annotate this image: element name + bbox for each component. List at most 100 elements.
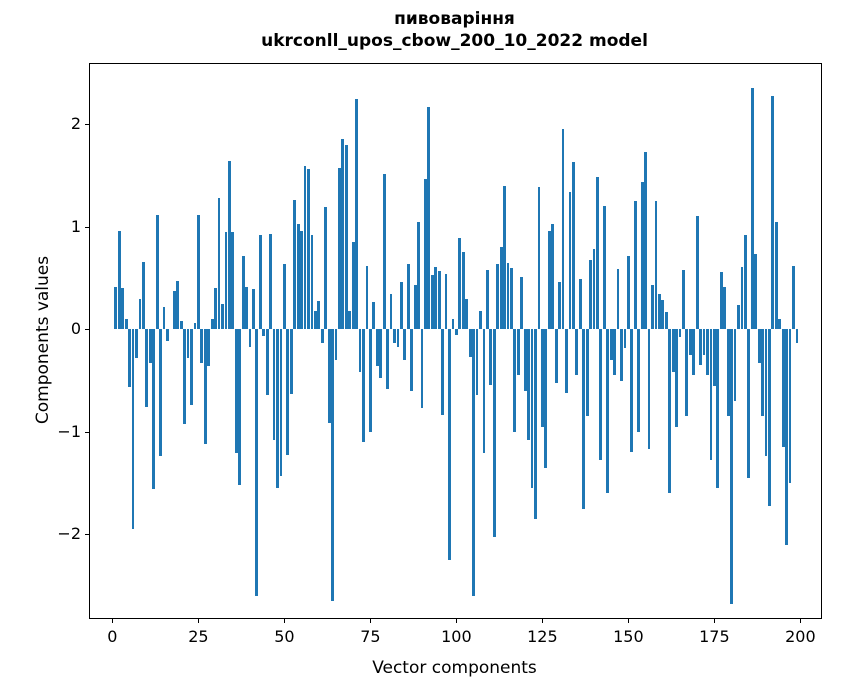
bar-component-147 [616, 268, 620, 330]
bar-component-15 [162, 306, 166, 330]
y-tick--1 [85, 431, 89, 433]
bar-component-194 [778, 319, 782, 330]
bar-component-101 [458, 238, 462, 330]
bars-container [90, 64, 821, 618]
x-tick-label-200: 200 [785, 627, 816, 646]
bar-component-103 [465, 298, 469, 330]
bar-component-132 [565, 329, 568, 393]
chart-title-word: пивоваріння [394, 9, 515, 29]
bar-component-122 [530, 329, 534, 489]
bar-component-139 [589, 259, 592, 330]
bar-component-143 [602, 206, 606, 330]
bar-component-26 [200, 329, 204, 364]
chart-title: пивоваріння ukrconll_upos_cbow_200_10_20… [89, 8, 820, 52]
bar-component-31 [217, 198, 221, 330]
bar-component-65 [334, 329, 338, 361]
bar-component-173 [706, 329, 709, 376]
x-axis-label: Vector components [372, 658, 537, 678]
bar-component-171 [699, 329, 703, 366]
bar-component-183 [740, 266, 744, 330]
bar-component-172 [702, 329, 706, 355]
bar-component-59 [313, 310, 317, 330]
bar-component-179 [726, 329, 730, 417]
bar-component-114 [503, 185, 506, 330]
bar-component-198 [792, 265, 795, 330]
bar-component-46 [269, 233, 273, 330]
bar-component-128 [551, 223, 555, 330]
bar-component-106 [475, 329, 479, 395]
bar-component-56 [303, 166, 307, 330]
bar-component-78 [379, 329, 383, 379]
bar-component-81 [389, 294, 393, 330]
bar-component-126 [544, 329, 548, 468]
bar-component-70 [351, 242, 355, 330]
bar-component-41 [252, 289, 255, 330]
bar-component-157 [651, 285, 654, 330]
bar-component-123 [534, 329, 537, 519]
bar-component-118 [516, 329, 520, 376]
bar-component-167 [685, 329, 689, 417]
bar-component-90 [420, 329, 424, 409]
bar-component-166 [682, 269, 685, 330]
x-tick-0 [112, 619, 114, 623]
bar-component-169 [692, 329, 696, 376]
bar-component-186 [750, 88, 754, 330]
bar-component-107 [479, 310, 482, 330]
bar-component-54 [296, 223, 300, 330]
bar-component-124 [537, 186, 541, 330]
bar-component-112 [496, 263, 500, 330]
bar-component-44 [262, 329, 266, 337]
bar-component-146 [613, 329, 617, 376]
bar-component-175 [713, 329, 716, 386]
x-tick-label-150: 150 [613, 627, 644, 646]
bar-component-119 [520, 277, 524, 330]
bar-component-72 [358, 329, 362, 373]
bar-component-45 [265, 329, 269, 395]
bar-component-75 [369, 329, 372, 432]
bar-component-140 [592, 249, 596, 330]
bar-component-162 [668, 329, 672, 494]
bar-component-39 [245, 287, 248, 330]
bar-component-144 [606, 329, 610, 494]
bar-component-135 [575, 329, 579, 376]
bar-component-133 [568, 191, 572, 330]
bar-component-100 [455, 329, 458, 336]
bar-component-192 [771, 95, 775, 330]
y-tick-1 [85, 226, 89, 228]
y-tick-0 [85, 329, 89, 331]
bar-component-96 [441, 329, 445, 416]
chart-title-model: ukrconll_upos_cbow_200_10_2022 model [261, 31, 648, 52]
bar-component-111 [492, 329, 496, 538]
y-tick-label-1: 1 [70, 216, 81, 236]
bar-component-33 [224, 231, 228, 330]
bar-component-134 [571, 162, 575, 330]
bar-component-116 [510, 267, 513, 330]
bar-component-105 [472, 329, 475, 596]
bar-component-95 [437, 270, 441, 330]
bar-component-38 [241, 255, 245, 330]
bar-component-197 [788, 329, 792, 484]
bar-component-115 [506, 262, 510, 330]
bar-component-85 [403, 329, 407, 361]
bar-component-138 [585, 329, 589, 417]
bar-component-47 [272, 329, 276, 440]
bar-component-165 [678, 329, 682, 338]
bar-component-87 [410, 329, 414, 391]
bar-component-73 [362, 329, 365, 443]
bar-component-92 [427, 106, 431, 330]
bar-component-76 [372, 301, 376, 330]
bar-component-36 [234, 329, 238, 454]
bar-component-168 [688, 329, 692, 355]
bar-component-30 [214, 288, 217, 330]
bar-component-125 [541, 329, 544, 427]
bar-component-141 [596, 176, 599, 330]
bar-component-25 [197, 214, 200, 330]
y-tick-2 [85, 124, 89, 126]
bar-component-158 [654, 201, 658, 330]
bar-component-63 [327, 329, 331, 423]
x-tick-label-175: 175 [699, 627, 730, 646]
bar-component-142 [599, 329, 603, 461]
bar-component-170 [695, 215, 699, 330]
bar-component-8 [138, 298, 142, 330]
